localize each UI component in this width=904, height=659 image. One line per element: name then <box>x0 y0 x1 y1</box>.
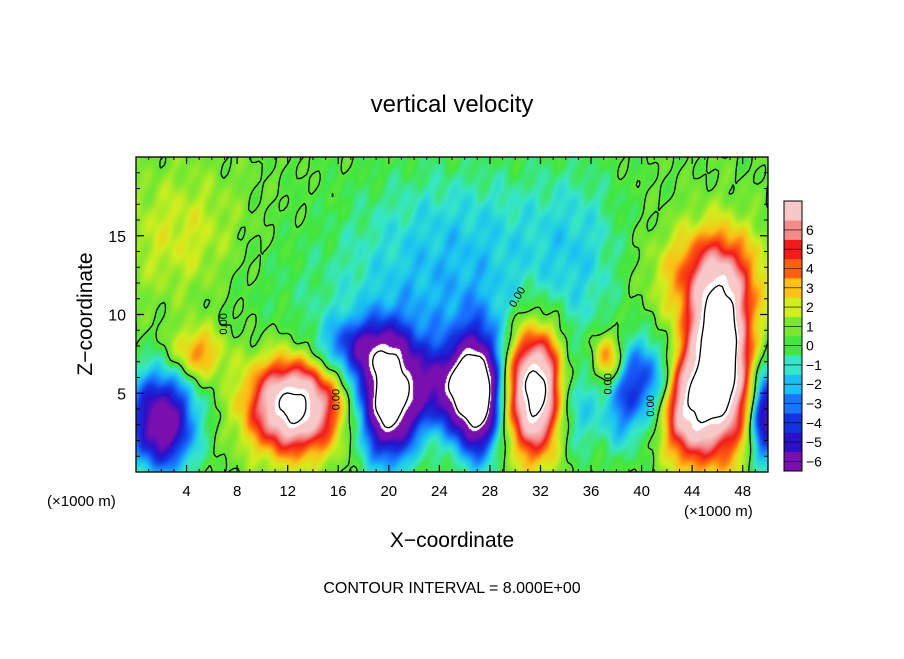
contour-positive <box>278 284 738 425</box>
x-tick-label: 48 <box>734 483 751 500</box>
contour-lines <box>135 156 769 473</box>
x-tick-label: 36 <box>583 483 600 500</box>
x-tick-label: 12 <box>279 483 296 500</box>
x-unit-label-left: (×1000 m) <box>47 493 116 510</box>
colorbar-swatch <box>784 201 802 221</box>
colorbar-label: −4 <box>806 415 822 431</box>
colorbar: −6 −5 −4 −3 −2 −1 0 1 2 3 4 5 6 <box>783 200 822 472</box>
contour-label: 0.00 <box>645 395 657 416</box>
x-tick-label: 8 <box>233 483 241 500</box>
x-axis: 4 8 12 16 20 24 28 32 36 40 44 48 <box>148 157 756 500</box>
colorbar-label: −5 <box>806 434 822 450</box>
y-axis-label: Z−coordinate <box>74 252 97 375</box>
contour-label: 0.00 <box>602 373 614 394</box>
x-unit-label-right: (×1000 m) <box>684 503 753 520</box>
colorbar-label: 4 <box>806 261 814 277</box>
colorbar-label: −3 <box>806 396 822 412</box>
x-axis-label: X−coordinate <box>390 529 514 552</box>
x-tick-label: 4 <box>182 483 190 500</box>
y-tick-label: 5 <box>117 386 126 403</box>
y-tick-label: 15 <box>108 229 126 246</box>
x-tick-label: 44 <box>684 483 701 500</box>
y-axis: 5 10 15 <box>108 172 768 457</box>
x-tick-label: 16 <box>330 483 347 500</box>
x-tick-label: 20 <box>380 483 397 500</box>
colorbar-label: 0 <box>806 338 814 354</box>
colorbar-label: 3 <box>806 280 814 296</box>
colorbar-frame <box>783 200 803 472</box>
colorbar-label: −1 <box>806 357 822 373</box>
contour-zero <box>135 156 769 473</box>
colorbar-label: 1 <box>806 318 814 334</box>
colorbar-label: −6 <box>806 453 822 469</box>
colorbar-label: 5 <box>806 241 814 257</box>
y-tick-label: 10 <box>108 308 126 325</box>
chart-title: vertical velocity <box>371 91 534 118</box>
colorbar-label: −2 <box>806 376 822 392</box>
velocity-field <box>136 157 768 472</box>
x-tick-label: 32 <box>532 483 549 500</box>
contour-interval-note: CONTOUR INTERVAL = 8.000E+00 <box>323 580 580 597</box>
x-tick-label: 28 <box>482 483 499 500</box>
x-tick-label: 24 <box>431 483 448 500</box>
contour-label: 0.00 <box>218 313 230 334</box>
colorbar-label: 2 <box>806 299 814 315</box>
contour-negative <box>372 350 491 429</box>
contour-label: 0.00 <box>331 389 343 410</box>
colorbar-label: 6 <box>806 222 814 238</box>
x-tick-label: 40 <box>633 483 650 500</box>
